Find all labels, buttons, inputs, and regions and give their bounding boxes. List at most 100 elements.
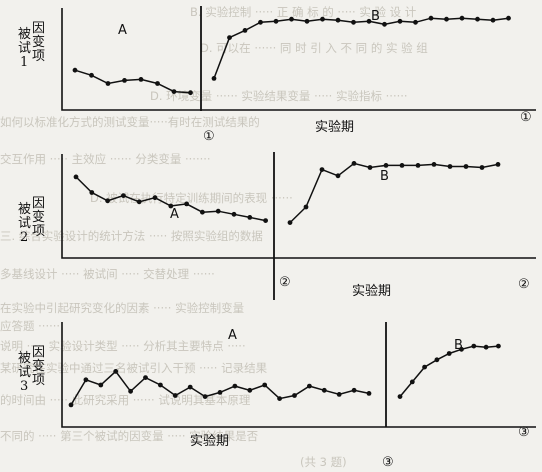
svg-text:某研究在实验中通过三名被试引入干预 ····· 记录结果: 某研究在实验中通过三名被试引入干预 ····· 记录结果 xyxy=(0,361,268,375)
phase-a-point xyxy=(68,402,74,408)
phase-b-point xyxy=(506,15,511,21)
phase-b-point xyxy=(459,15,465,21)
phase-a-point xyxy=(336,392,342,397)
svg-text:D. 被试在执行特定训练期间的表现 ······: D. 被试在执行特定训练期间的表现 ······ xyxy=(90,191,293,205)
phase-b-point xyxy=(227,35,232,40)
phase-b-point xyxy=(415,163,421,168)
ylabel-char: 试 xyxy=(18,41,31,56)
phase-b-point xyxy=(413,19,418,25)
phase-b-point xyxy=(479,165,485,170)
phase-b-point xyxy=(397,18,403,24)
panel-2: 被试2 因变项 A B 实验期 ② ② xyxy=(18,152,536,300)
phase-a-point xyxy=(231,211,237,217)
panel-number: ① xyxy=(203,129,215,144)
phase-a-line xyxy=(74,69,191,94)
phase-a-point xyxy=(247,387,253,393)
svg-text:不同的 ····· 第三个被试的因变量 ····· 实验结果: 不同的 ····· 第三个被试的因变量 ····· 实验结果是否 xyxy=(0,429,259,443)
phase-b-point xyxy=(463,164,469,169)
svg-text:在实验中引起研究变化的因素 ····· 实验控制变量: 在实验中引起研究变化的因素 ····· 实验控制变量 xyxy=(0,301,244,315)
phase-b-point xyxy=(475,16,480,22)
phase-b-point xyxy=(496,343,501,349)
phase-a-point xyxy=(105,198,110,204)
phase-a-point xyxy=(184,201,190,207)
phase-b-point xyxy=(409,379,415,385)
phase-b-point xyxy=(304,18,310,24)
phase-a-point xyxy=(138,77,144,82)
phase-a-label: A xyxy=(228,328,237,343)
phase-b-point xyxy=(319,167,325,173)
phase-a-point xyxy=(122,78,127,83)
phase-a-label: A xyxy=(170,207,179,222)
phase-a-point xyxy=(187,384,193,390)
phase-a-point xyxy=(83,377,89,383)
phase-b-point xyxy=(287,220,293,226)
svg-text:的时间由 ····· 此研究采用 ······ 试说明其基本: 的时间由 ····· 此研究采用 ······ 试说明其基本原理 xyxy=(0,393,251,407)
axes xyxy=(61,154,536,259)
ylabel-char: 因 xyxy=(32,196,45,211)
phase-a-point xyxy=(215,208,221,214)
x-axis-label: 实验期 xyxy=(315,119,354,135)
ylabel-char: 项 xyxy=(32,224,45,239)
phase-b-point xyxy=(495,162,501,167)
phase-a-point xyxy=(98,382,104,388)
ylabel-char: 因 xyxy=(32,21,45,36)
phase-a-point xyxy=(263,218,268,224)
phase-b-point xyxy=(434,357,440,363)
phase-a-point xyxy=(307,383,312,389)
phase-a-point xyxy=(351,387,357,393)
phase-b-point xyxy=(399,163,405,168)
phase-a-point xyxy=(158,382,163,388)
panel-number-right: ③ xyxy=(518,425,530,440)
phase-b-point xyxy=(383,163,389,168)
phase-a-point xyxy=(277,396,282,401)
phase-a-point xyxy=(366,391,372,396)
ylabel-char: 变 xyxy=(32,209,45,225)
x-axis-label: 实验期 xyxy=(352,283,391,299)
ylabel-char: 试 xyxy=(18,365,31,380)
phase-b-point xyxy=(444,16,449,22)
phase-b-point xyxy=(459,346,464,352)
phase-a-point xyxy=(89,190,95,195)
phase-a-point xyxy=(72,67,78,73)
phase-a-point xyxy=(152,195,158,201)
phase-a-point xyxy=(171,89,177,94)
phase-b-point xyxy=(367,165,373,170)
phase-b-label: B xyxy=(454,338,463,353)
phase-b-point xyxy=(289,16,294,22)
ylabel-subject-number: 3 xyxy=(20,379,28,394)
ylabel-char: 被 xyxy=(18,27,31,42)
phase-b-point xyxy=(490,17,496,23)
svg-text:应答题 ······: 应答题 ······ xyxy=(0,319,60,333)
background-texture: B. 实验控制 ····· 正 确 标 的 ····· 实 验 设 计 D. 可… xyxy=(0,5,428,469)
phase-b-point xyxy=(273,18,279,24)
svg-text:三. 综合实验设计的统计方法 ····· 按照实验组的数据: 三. 综合实验设计的统计方法 ····· 按照实验组的数据 xyxy=(0,229,263,243)
phase-a-point xyxy=(292,393,297,398)
phase-a-point xyxy=(89,72,94,78)
phase-a-point xyxy=(121,193,126,199)
panel-1: 被试1 因变项 A B 实验期 ① ① xyxy=(18,6,536,144)
axes xyxy=(61,322,536,428)
phase-b-point xyxy=(447,164,453,169)
phase-b-point xyxy=(446,351,452,356)
phase-b-point xyxy=(211,76,217,81)
svg-text:多基线设计 ····· 被试间 ····· 交替处理 ···: 多基线设计 ····· 被试间 ····· 交替处理 ······ xyxy=(0,267,215,281)
phase-b-point xyxy=(351,161,357,166)
ylabel-char: 被 xyxy=(18,202,31,217)
phase-b-point xyxy=(483,344,489,350)
phase-a-point xyxy=(168,203,174,209)
phase-a-point xyxy=(217,390,223,395)
phase-b-label: B xyxy=(380,169,389,184)
phase-a-point xyxy=(143,375,148,380)
phase-a-point xyxy=(136,199,142,205)
phase-b-line xyxy=(289,162,499,224)
ylabel-char: 变 xyxy=(32,34,45,50)
phase-a-point xyxy=(262,382,268,388)
panel-3: 被试3 因变项 A B 实验期 ③ ③ xyxy=(18,322,536,470)
phase-a-point xyxy=(321,387,327,393)
svg-text:B. 实验控制 ····· 正 确 标 的 ····· 实: B. 实验控制 ····· 正 确 标 的 ····· 实 验 设 计 xyxy=(190,5,417,19)
panel-number-right: ② xyxy=(518,277,530,292)
phase-a-point xyxy=(200,209,205,215)
phase-b-point xyxy=(242,28,248,33)
ylabel-subject-number: 2 xyxy=(20,230,28,245)
phase-a-point xyxy=(73,174,79,180)
